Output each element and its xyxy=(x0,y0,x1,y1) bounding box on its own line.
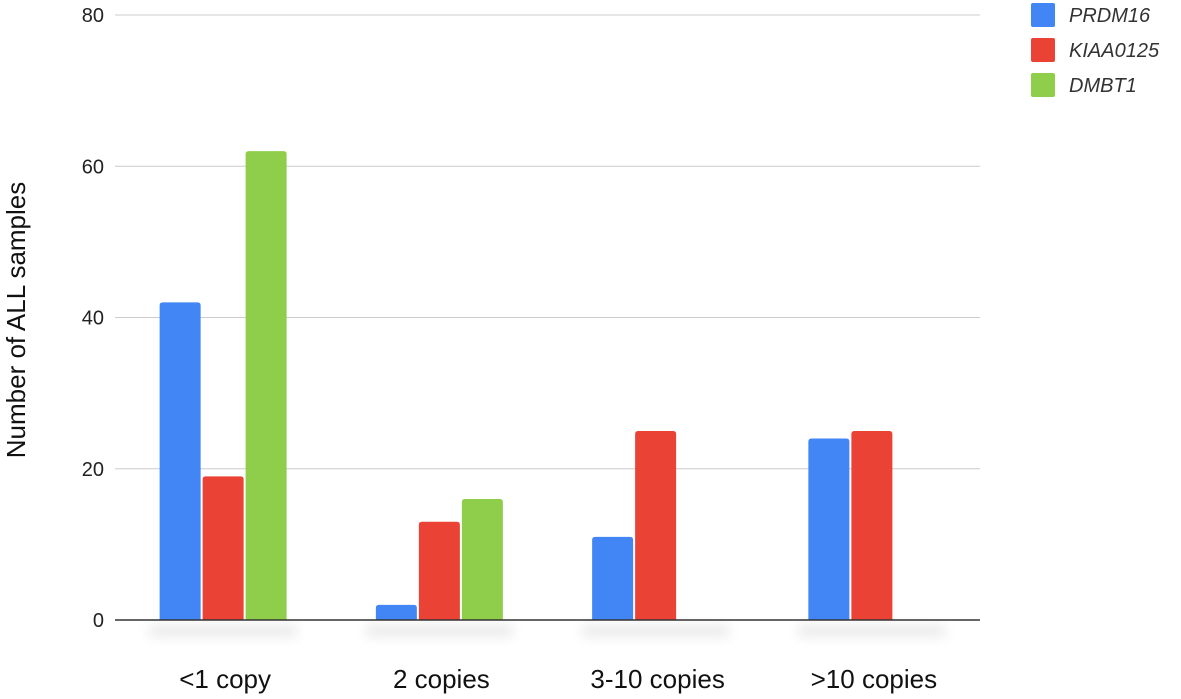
legend-swatch xyxy=(1031,73,1055,97)
bar-prdm16 xyxy=(159,302,201,620)
bar-dmbt1 xyxy=(461,499,503,620)
bar-kiaa0125 xyxy=(851,430,893,620)
y-tick-label: 80 xyxy=(82,5,104,27)
bar-group-shadow xyxy=(365,626,513,636)
bar-prdm16 xyxy=(592,536,634,620)
x-category-labels: <1 copy 2 copies 3-10 copies >10 copies xyxy=(179,664,937,694)
bar-shadows xyxy=(149,626,946,636)
gridlines xyxy=(115,14,980,470)
y-tick-label: 0 xyxy=(93,610,104,632)
y-tick-label: 40 xyxy=(82,308,104,330)
y-tick-label: 60 xyxy=(82,156,104,178)
bar-kiaa0125 xyxy=(418,521,460,620)
legend-swatch xyxy=(1031,38,1055,62)
bar-kiaa0125 xyxy=(202,476,244,620)
x-category-label: >10 copies xyxy=(811,664,937,694)
legend: PRDM16 KIAA0125 DMBT1 xyxy=(1031,3,1160,97)
bars xyxy=(159,151,893,620)
legend-label: DMBT1 xyxy=(1069,75,1137,97)
x-category-label: <1 copy xyxy=(179,664,271,694)
y-tick-labels: 0 20 40 60 80 xyxy=(82,5,104,632)
bar-dmbt1 xyxy=(245,151,287,620)
legend-label: PRDM16 xyxy=(1069,5,1151,27)
bar-group-shadow xyxy=(149,626,297,636)
x-category-label: 2 copies xyxy=(393,664,490,694)
legend-swatch xyxy=(1031,3,1055,27)
bar-kiaa0125 xyxy=(635,430,677,620)
legend-label: KIAA0125 xyxy=(1069,40,1160,62)
bar-group-shadow xyxy=(582,626,730,636)
bar-prdm16 xyxy=(375,604,417,620)
bar-group-shadow xyxy=(798,626,946,636)
y-tick-label: 20 xyxy=(82,459,104,481)
y-axis-label: Number of ALL samples xyxy=(1,182,31,459)
x-category-label: 3-10 copies xyxy=(590,664,724,694)
bar-prdm16 xyxy=(808,438,850,620)
